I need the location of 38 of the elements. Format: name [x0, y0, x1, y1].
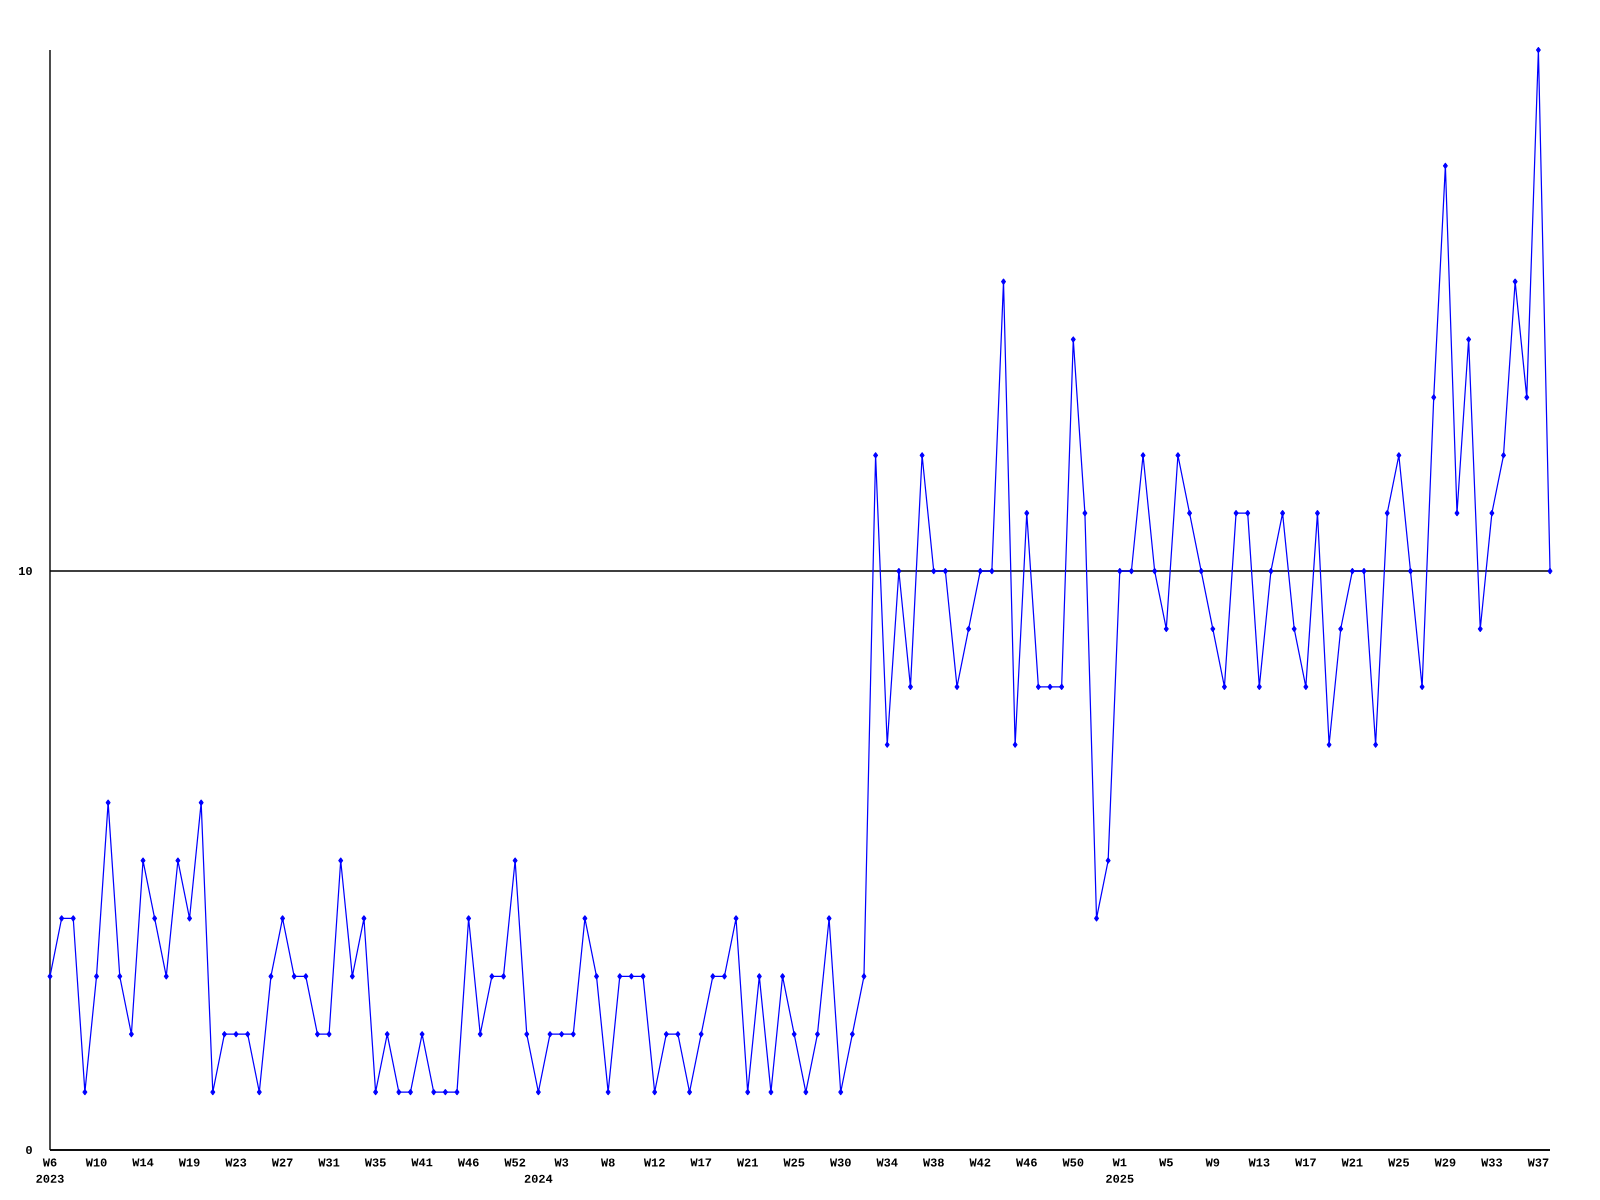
x-tick-label: W9 — [1205, 1158, 1220, 1167]
x-tick-label: W42 — [969, 1158, 991, 1167]
x-tick-label: W46 — [457, 1158, 479, 1167]
x-tick-label: W27 — [271, 1158, 293, 1167]
x-tick-label: W35 — [364, 1158, 386, 1167]
x-tick-label: W17 — [1295, 1158, 1316, 1167]
x-tick-label: W29 — [1434, 1158, 1456, 1167]
x-tick-label: W19 — [178, 1158, 200, 1167]
x-tick-label: W37 — [1527, 1158, 1549, 1167]
y-tick-label: 0 — [26, 1145, 32, 1155]
x-tick-label: W52 — [504, 1158, 526, 1167]
x-tick-label: W3 — [554, 1158, 569, 1167]
x-tick-label: W25 — [1388, 1158, 1409, 1167]
x-tick-label: W14 — [132, 1158, 154, 1167]
x-tick-label: W30 — [829, 1158, 851, 1167]
x-tick-label: W34 — [876, 1158, 898, 1167]
x-tick-label: W10 — [85, 1158, 107, 1167]
x-tick-label: W50 — [1062, 1158, 1084, 1167]
x-tick-label: W41 — [411, 1158, 433, 1167]
x-tick-label: W46 — [1016, 1158, 1037, 1167]
x-tick-label: W6 — [42, 1158, 57, 1167]
x-tick-label: W33 — [1481, 1158, 1503, 1167]
x-tick-label: W31 — [318, 1158, 340, 1167]
text: 2024 — [524, 1174, 553, 1183]
x-tick-label: W38 — [922, 1158, 944, 1167]
text: 2025 — [1106, 1174, 1134, 1183]
x-tick-label: W21 — [1341, 1158, 1363, 1167]
x-tick-label: W21 — [736, 1158, 758, 1167]
x-tick-label: W17 — [690, 1158, 712, 1167]
x-tick-label: W5 — [1159, 1158, 1173, 1167]
x-tick-label: W12 — [643, 1158, 665, 1167]
x-tick-label: W1 — [1112, 1158, 1127, 1167]
y-tick-label: 10 — [19, 567, 32, 576]
text: 2023 — [36, 1174, 64, 1183]
x-tick-label: W8 — [600, 1158, 615, 1167]
x-tick-label: W23 — [225, 1158, 247, 1167]
x-tick-label: W25 — [783, 1158, 805, 1167]
x-tick-label: W13 — [1248, 1158, 1270, 1167]
